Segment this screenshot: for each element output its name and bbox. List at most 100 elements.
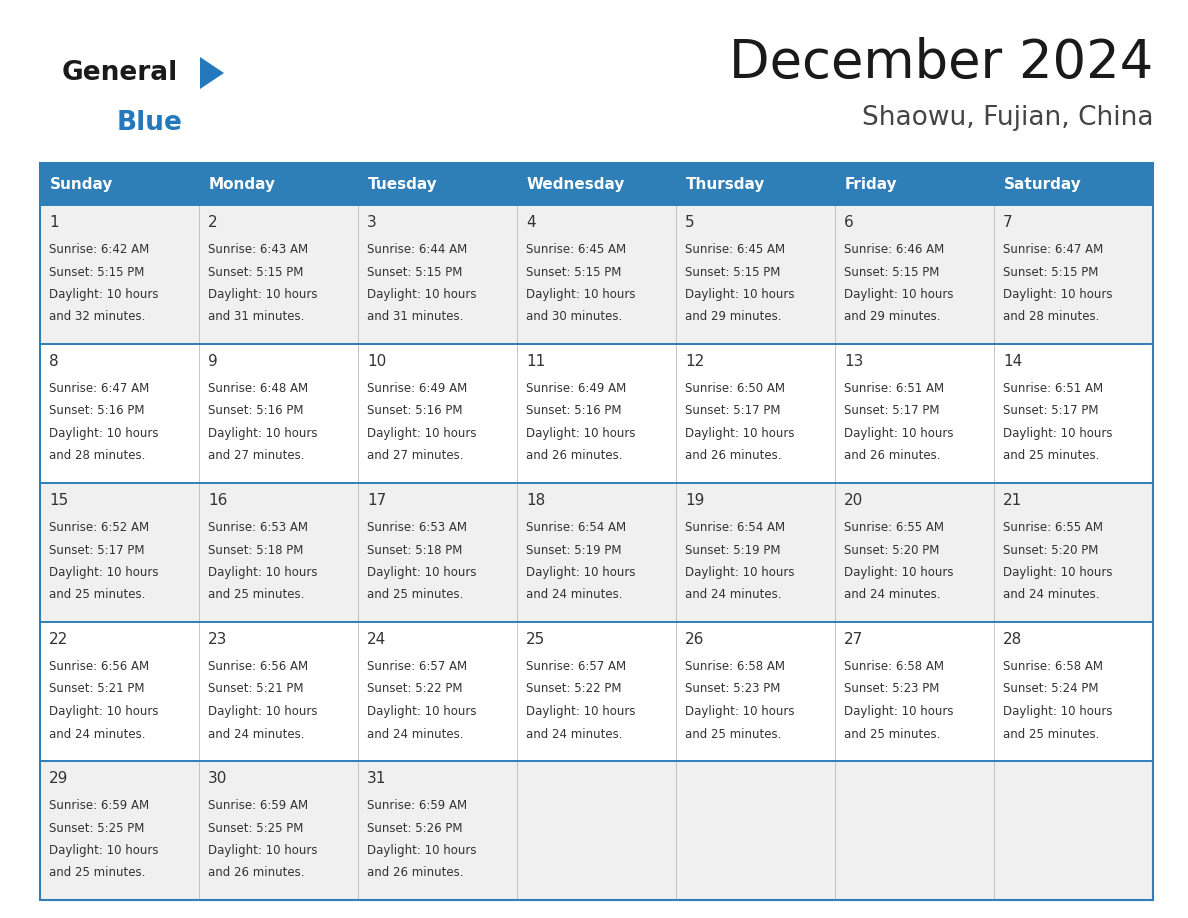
Text: Sunset: 5:15 PM: Sunset: 5:15 PM	[1003, 265, 1099, 278]
Text: Daylight: 10 hours: Daylight: 10 hours	[843, 705, 954, 718]
Text: 22: 22	[49, 632, 68, 647]
Text: Sunset: 5:20 PM: Sunset: 5:20 PM	[843, 543, 940, 556]
Text: 28: 28	[1003, 632, 1022, 647]
Text: Sunrise: 6:50 AM: Sunrise: 6:50 AM	[685, 382, 785, 395]
Text: Sunday: Sunday	[50, 176, 113, 192]
Text: Daylight: 10 hours: Daylight: 10 hours	[208, 705, 317, 718]
Text: Sunset: 5:17 PM: Sunset: 5:17 PM	[843, 405, 940, 418]
Text: Sunrise: 6:46 AM: Sunrise: 6:46 AM	[843, 243, 944, 256]
Text: Daylight: 10 hours: Daylight: 10 hours	[367, 427, 476, 440]
Text: 3: 3	[367, 215, 377, 230]
Text: Sunset: 5:22 PM: Sunset: 5:22 PM	[526, 682, 621, 696]
Text: Sunrise: 6:47 AM: Sunrise: 6:47 AM	[1003, 243, 1104, 256]
Text: Sunrise: 6:56 AM: Sunrise: 6:56 AM	[208, 660, 308, 673]
Text: and 29 minutes.: and 29 minutes.	[685, 310, 782, 323]
Text: Sunset: 5:24 PM: Sunset: 5:24 PM	[1003, 682, 1099, 696]
Text: and 25 minutes.: and 25 minutes.	[1003, 450, 1099, 463]
Text: General: General	[62, 60, 178, 86]
Text: Daylight: 10 hours: Daylight: 10 hours	[526, 705, 636, 718]
Text: Shaowu, Fujian, China: Shaowu, Fujian, China	[861, 105, 1154, 131]
Bar	[40, 483, 1154, 622]
Text: and 25 minutes.: and 25 minutes.	[49, 588, 145, 601]
Text: 14: 14	[1003, 354, 1022, 369]
Text: Sunrise: 6:58 AM: Sunrise: 6:58 AM	[1003, 660, 1102, 673]
Text: 5: 5	[685, 215, 695, 230]
Text: Saturday: Saturday	[1004, 176, 1082, 192]
Text: 12: 12	[685, 354, 704, 369]
Text: Daylight: 10 hours: Daylight: 10 hours	[367, 844, 476, 857]
Text: 24: 24	[367, 632, 386, 647]
Text: Sunset: 5:18 PM: Sunset: 5:18 PM	[367, 543, 462, 556]
Text: 23: 23	[208, 632, 227, 647]
Text: Sunrise: 6:42 AM: Sunrise: 6:42 AM	[49, 243, 150, 256]
Text: Sunset: 5:16 PM: Sunset: 5:16 PM	[367, 405, 462, 418]
Bar	[40, 761, 1154, 900]
Text: and 25 minutes.: and 25 minutes.	[49, 867, 145, 879]
Text: Sunrise: 6:45 AM: Sunrise: 6:45 AM	[685, 243, 785, 256]
Text: 15: 15	[49, 493, 68, 508]
Text: and 29 minutes.: and 29 minutes.	[843, 310, 941, 323]
Text: Daylight: 10 hours: Daylight: 10 hours	[208, 427, 317, 440]
Text: 18: 18	[526, 493, 545, 508]
Text: and 28 minutes.: and 28 minutes.	[49, 450, 145, 463]
Text: Sunset: 5:17 PM: Sunset: 5:17 PM	[1003, 405, 1099, 418]
Text: and 25 minutes.: and 25 minutes.	[1003, 727, 1099, 741]
Text: and 25 minutes.: and 25 minutes.	[685, 727, 782, 741]
Text: Sunset: 5:23 PM: Sunset: 5:23 PM	[685, 682, 781, 696]
Text: Daylight: 10 hours: Daylight: 10 hours	[843, 427, 954, 440]
Text: Daylight: 10 hours: Daylight: 10 hours	[49, 427, 158, 440]
Text: Sunset: 5:15 PM: Sunset: 5:15 PM	[208, 265, 303, 278]
Text: and 24 minutes.: and 24 minutes.	[526, 727, 623, 741]
Text: Blue: Blue	[116, 110, 183, 136]
Text: 6: 6	[843, 215, 854, 230]
Text: and 26 minutes.: and 26 minutes.	[843, 450, 941, 463]
Text: Sunset: 5:16 PM: Sunset: 5:16 PM	[526, 405, 621, 418]
Text: Sunset: 5:15 PM: Sunset: 5:15 PM	[843, 265, 940, 278]
Text: Friday: Friday	[845, 176, 898, 192]
Text: 19: 19	[685, 493, 704, 508]
Text: Monday: Monday	[209, 176, 276, 192]
Text: Daylight: 10 hours: Daylight: 10 hours	[49, 705, 158, 718]
Text: Thursday: Thursday	[685, 176, 765, 192]
Bar	[40, 344, 1154, 483]
Text: Daylight: 10 hours: Daylight: 10 hours	[49, 566, 158, 579]
Text: Daylight: 10 hours: Daylight: 10 hours	[1003, 288, 1112, 301]
Text: 16: 16	[208, 493, 227, 508]
Text: Sunrise: 6:57 AM: Sunrise: 6:57 AM	[367, 660, 467, 673]
Text: Daylight: 10 hours: Daylight: 10 hours	[208, 566, 317, 579]
Text: Daylight: 10 hours: Daylight: 10 hours	[526, 427, 636, 440]
Text: 26: 26	[685, 632, 704, 647]
Text: Sunset: 5:17 PM: Sunset: 5:17 PM	[49, 543, 145, 556]
Text: and 26 minutes.: and 26 minutes.	[367, 867, 463, 879]
Text: Daylight: 10 hours: Daylight: 10 hours	[1003, 566, 1112, 579]
Text: Sunrise: 6:47 AM: Sunrise: 6:47 AM	[49, 382, 150, 395]
Text: Sunrise: 6:58 AM: Sunrise: 6:58 AM	[843, 660, 944, 673]
Text: Sunset: 5:18 PM: Sunset: 5:18 PM	[208, 543, 303, 556]
Text: Daylight: 10 hours: Daylight: 10 hours	[685, 705, 795, 718]
Text: Sunrise: 6:51 AM: Sunrise: 6:51 AM	[1003, 382, 1104, 395]
Text: and 24 minutes.: and 24 minutes.	[208, 727, 304, 741]
Text: and 25 minutes.: and 25 minutes.	[208, 588, 304, 601]
Text: Sunrise: 6:44 AM: Sunrise: 6:44 AM	[367, 243, 467, 256]
Text: Sunset: 5:21 PM: Sunset: 5:21 PM	[208, 682, 303, 696]
Text: Sunrise: 6:49 AM: Sunrise: 6:49 AM	[367, 382, 467, 395]
Text: Sunset: 5:15 PM: Sunset: 5:15 PM	[685, 265, 781, 278]
Text: Sunset: 5:19 PM: Sunset: 5:19 PM	[526, 543, 621, 556]
Bar	[40, 163, 1154, 900]
Text: and 24 minutes.: and 24 minutes.	[843, 588, 941, 601]
Text: Sunset: 5:19 PM: Sunset: 5:19 PM	[685, 543, 781, 556]
Text: 20: 20	[843, 493, 864, 508]
Polygon shape	[200, 57, 225, 89]
Text: Sunset: 5:23 PM: Sunset: 5:23 PM	[843, 682, 940, 696]
Text: and 26 minutes.: and 26 minutes.	[685, 450, 782, 463]
Text: Sunset: 5:15 PM: Sunset: 5:15 PM	[526, 265, 621, 278]
Text: Wednesday: Wednesday	[527, 176, 625, 192]
Text: 10: 10	[367, 354, 386, 369]
Text: Daylight: 10 hours: Daylight: 10 hours	[685, 566, 795, 579]
Text: Sunset: 5:25 PM: Sunset: 5:25 PM	[208, 822, 303, 834]
Text: Sunrise: 6:53 AM: Sunrise: 6:53 AM	[208, 521, 308, 534]
Text: Daylight: 10 hours: Daylight: 10 hours	[685, 288, 795, 301]
Text: Sunrise: 6:45 AM: Sunrise: 6:45 AM	[526, 243, 626, 256]
Text: 30: 30	[208, 771, 227, 786]
Bar	[40, 163, 1154, 205]
